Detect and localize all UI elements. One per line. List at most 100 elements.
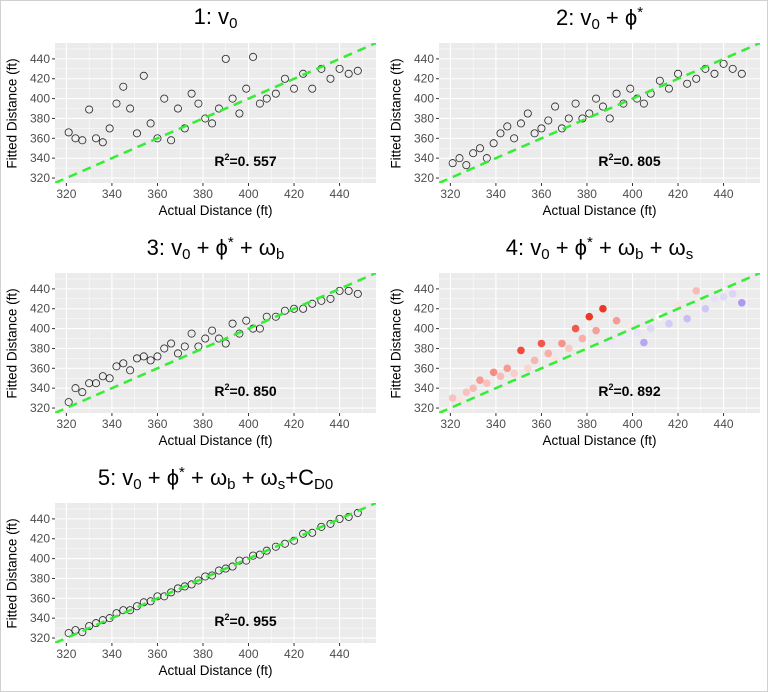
y-tick-label: 420 — [30, 532, 50, 546]
data-point — [139, 71, 148, 80]
data-point — [221, 54, 230, 63]
data-point — [335, 64, 344, 73]
data-point — [571, 324, 580, 333]
panel-5: 5: v0 + ϕ* + ωb + ωs+CD0 R2=0. 955 320 340 3… — [0, 460, 384, 690]
points — [439, 273, 760, 413]
x-tick-label: 440 — [330, 647, 350, 661]
data-point — [537, 339, 546, 348]
title-part: + ω — [233, 235, 276, 260]
data-point — [173, 349, 182, 358]
x-axis-title: Actual Distance (ft) — [158, 663, 273, 678]
title-part: +C — [285, 465, 314, 490]
data-point — [201, 114, 210, 123]
x-tick-label: 400 — [622, 417, 642, 431]
x-tick-label: 380 — [577, 417, 597, 431]
data-point — [353, 289, 362, 298]
data-point — [271, 312, 280, 321]
data-point — [271, 89, 280, 98]
x-tick-label: 360 — [147, 417, 167, 431]
r2-annotation: R2=0. 955 — [214, 612, 276, 629]
y-tick-label: 420 — [30, 302, 50, 316]
x-tick-label: 440 — [330, 187, 350, 201]
y-tick-label: 380 — [30, 571, 50, 585]
y-tick-label: 320 — [414, 401, 434, 415]
data-point — [160, 344, 169, 353]
x-tick-label: 360 — [147, 187, 167, 201]
data-point — [308, 84, 317, 93]
data-point — [208, 326, 217, 335]
data-point — [119, 82, 128, 91]
data-point — [78, 628, 87, 637]
data-point — [290, 304, 299, 313]
panel-title: 2: v0 + ϕ* — [439, 4, 760, 33]
y-tick-label: 340 — [30, 381, 50, 395]
data-point — [612, 89, 621, 98]
plot: R2=0. 805 320 340 360 380 400 420 440 320 340 360 3… — [414, 43, 760, 201]
data-point — [544, 349, 553, 358]
data-point — [469, 384, 477, 392]
data-point — [523, 109, 532, 118]
data-point — [228, 94, 237, 103]
data-point — [126, 366, 135, 375]
data-point — [146, 119, 155, 128]
data-point — [85, 105, 94, 114]
data-point — [510, 134, 519, 143]
data-point — [578, 334, 587, 343]
title-part: + ϕ — [549, 235, 588, 260]
data-point — [112, 362, 121, 371]
title-part: 0 — [133, 476, 142, 493]
data-point — [119, 359, 128, 368]
data-point — [78, 136, 87, 145]
data-point — [585, 312, 594, 321]
y-tick-label: 400 — [30, 322, 50, 336]
data-point — [105, 124, 114, 133]
title-part: 3: v — [146, 235, 183, 260]
data-point — [692, 287, 701, 295]
data-point — [214, 104, 223, 113]
title-part: + ω — [235, 465, 278, 490]
data-point — [503, 122, 512, 131]
data-point — [132, 129, 141, 138]
data-point — [290, 84, 299, 93]
data-point — [167, 339, 176, 348]
panel-4: 4: v0 + ϕ* + ωb + ωs R2=0. 892 320 340 360 38… — [384, 230, 768, 460]
data-point — [598, 102, 607, 111]
title-part: 0 — [591, 16, 600, 33]
data-point — [605, 339, 614, 348]
data-point — [592, 94, 601, 103]
y-tick-label: 380 — [414, 341, 434, 355]
data-point — [180, 342, 189, 351]
data-point — [710, 295, 719, 303]
y-axis-title: Fitted Distance (ft) — [4, 288, 20, 399]
data-point — [605, 114, 614, 123]
title-part: s — [685, 246, 694, 263]
title-part: + ω — [184, 465, 228, 490]
title-part: b — [635, 246, 644, 263]
x-tick-label: 400 — [238, 417, 258, 431]
reference-line — [55, 43, 376, 183]
data-point — [462, 388, 471, 396]
data-point — [599, 304, 607, 313]
x-tick-label: 420 — [668, 417, 688, 431]
data-point — [683, 79, 692, 88]
data-point — [455, 396, 464, 404]
y-tick-label: 380 — [30, 111, 50, 125]
data-point — [737, 298, 746, 307]
data-point — [489, 368, 498, 377]
y-tick-label: 360 — [414, 361, 434, 375]
data-point — [737, 69, 746, 78]
panel-title: 4: v0 + ϕ* + ωb + ωs — [439, 234, 760, 263]
data-point — [326, 519, 335, 528]
data-point — [187, 89, 196, 98]
data-point — [640, 338, 648, 347]
data-point — [719, 293, 728, 301]
data-point — [153, 352, 162, 361]
data-point — [91, 379, 100, 388]
x-tick-label: 420 — [668, 187, 688, 201]
x-tick-label: 400 — [238, 187, 258, 201]
data-point — [255, 99, 264, 108]
plot: R2=0. 557 320 340 360 380 400 420 440 320 340 360 3… — [30, 43, 376, 201]
title-part: + ω — [592, 235, 636, 260]
data-point — [201, 334, 210, 343]
data-point — [523, 364, 532, 373]
